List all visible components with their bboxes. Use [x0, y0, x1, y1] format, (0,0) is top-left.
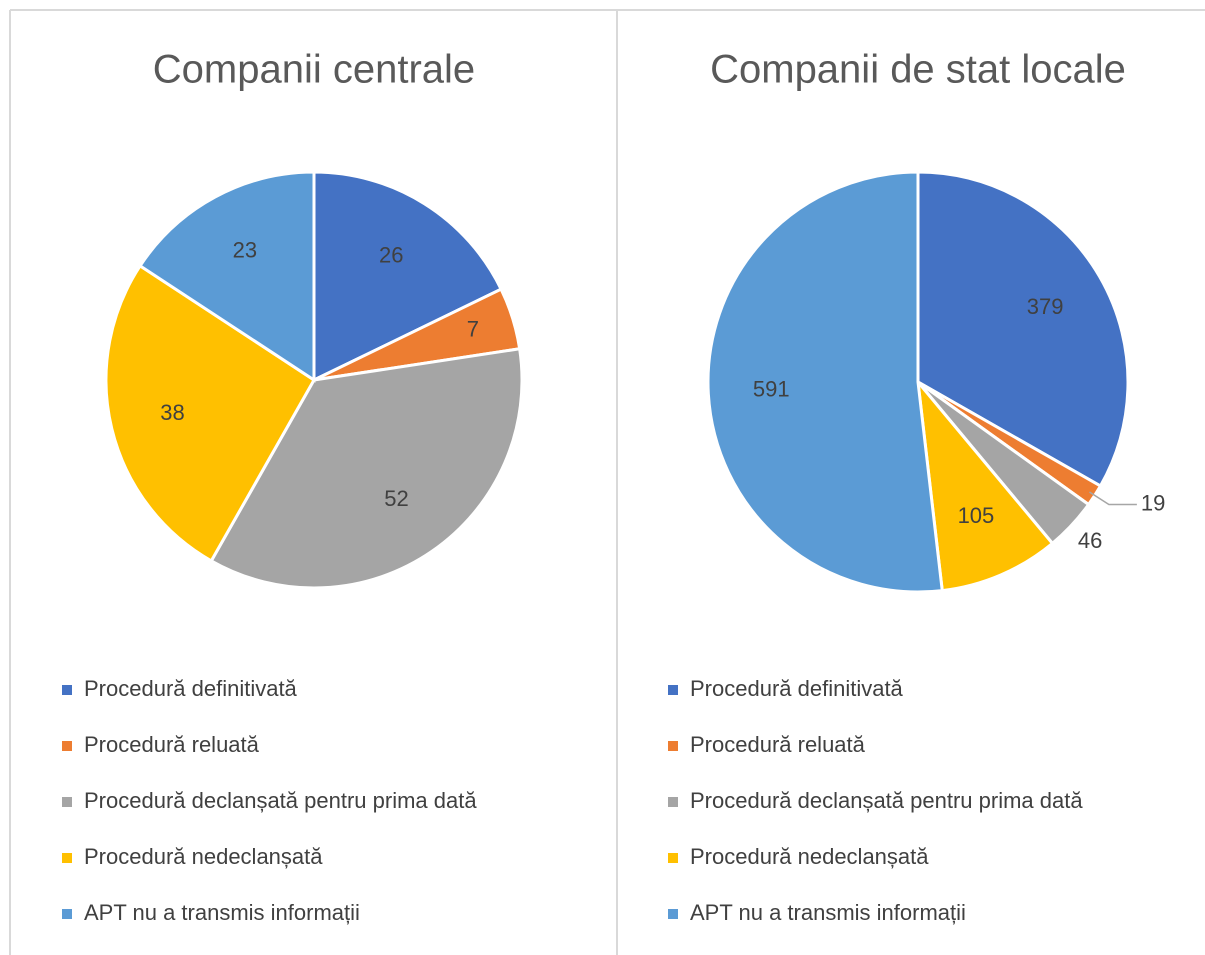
pie-slice: [104, 263, 316, 563]
chart-title: Companii de stat locale: [710, 48, 1126, 92]
data-label: 23: [233, 238, 257, 263]
legend-label: Procedură definitivată: [690, 676, 904, 701]
legend-label: Procedură declanșată pentru prima dată: [84, 788, 477, 813]
legend-label: Procedură nedeclanșată: [690, 844, 929, 869]
chart-title: Companii centrale: [153, 48, 475, 92]
legend-label: APT nu a transmis informații: [84, 900, 360, 925]
legend-swatch: [62, 797, 72, 807]
data-label: 26: [379, 242, 403, 267]
data-label: 52: [384, 486, 408, 511]
legend-swatch: [668, 909, 678, 919]
legend-swatch: [62, 685, 72, 695]
data-label: 379: [1027, 294, 1064, 319]
legend-swatch: [62, 741, 72, 751]
leader-line: [1089, 491, 1137, 506]
legend-label: Procedură nedeclanșată: [84, 844, 323, 869]
legend-label: APT nu a transmis informații: [690, 900, 966, 925]
pie-slice: [706, 170, 944, 594]
legend-swatch: [668, 741, 678, 751]
legend-label: Procedură declanșată pentru prima dată: [690, 788, 1083, 813]
data-label: 7: [467, 316, 479, 341]
legend-label: Procedură definitivată: [84, 676, 298, 701]
legend-swatch: [668, 797, 678, 807]
legend-label: Procedură reluată: [84, 732, 260, 757]
legend-label: Procedură reluată: [690, 732, 866, 757]
legend-swatch: [668, 685, 678, 695]
data-label: 591: [753, 376, 790, 401]
pie-slice: [138, 170, 316, 383]
legend-swatch: [62, 909, 72, 919]
pie-slice: [916, 170, 1130, 489]
data-label: 19: [1141, 490, 1165, 515]
legend-swatch: [668, 853, 678, 863]
data-label: 105: [958, 503, 995, 528]
data-label: 46: [1078, 528, 1102, 553]
pie-slice: [209, 347, 524, 590]
pie-slice: [915, 377, 1055, 593]
legend-swatch: [62, 853, 72, 863]
pie-slice: [312, 170, 504, 383]
data-label: 38: [160, 400, 184, 425]
